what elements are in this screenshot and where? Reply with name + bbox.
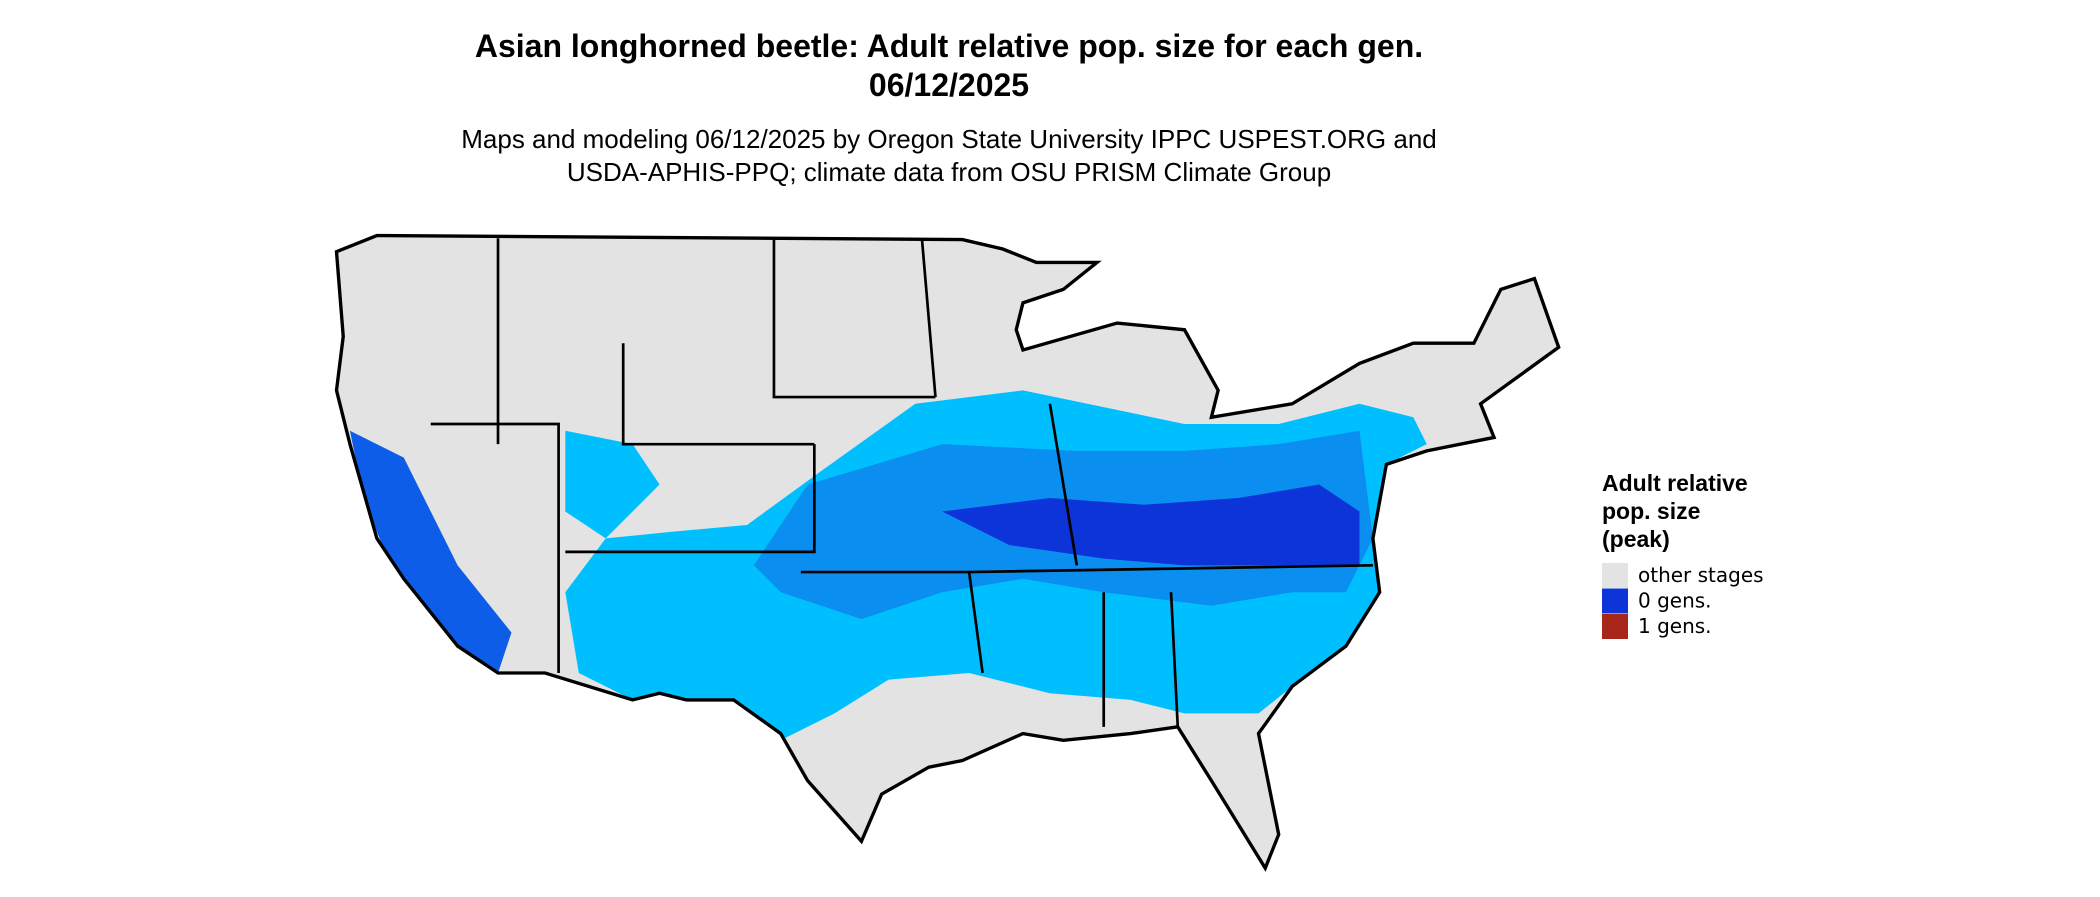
legend-swatch (1602, 588, 1628, 614)
legend-label: other stages (1638, 563, 1764, 587)
legend-title: Adult relative (1602, 470, 1748, 496)
legend-label: 1 gens. (1638, 614, 1712, 638)
legend-label: 0 gens. (1638, 589, 1712, 613)
us-map (334, 233, 1561, 870)
shade-west (349, 430, 512, 673)
shade-dark (942, 484, 1360, 566)
legend-swatch (1602, 563, 1628, 588)
title: 06/12/2025 (869, 67, 1029, 103)
state-border (430, 238, 1373, 727)
shade-west (565, 430, 660, 539)
subtitle: Maps and modeling 06/12/2025 by Oregon S… (461, 124, 1437, 154)
title: Asian longhorned beetle: Adult relative … (475, 28, 1423, 64)
legend-title: pop. size (1602, 498, 1700, 524)
legend-swatch (1602, 614, 1628, 639)
legend-title: (peak) (1602, 526, 1670, 552)
subtitle: USDA-APHIS-PPQ; climate data from OSU PR… (567, 157, 1331, 187)
